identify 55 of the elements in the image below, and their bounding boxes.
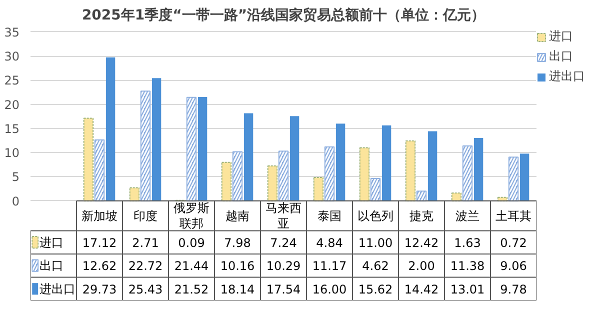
data-label: 17.12	[82, 236, 117, 250]
x-tick-label: 波兰	[456, 208, 480, 223]
data-label: 15.62	[358, 282, 393, 296]
data-label: 11.00	[358, 236, 393, 250]
y-tick-label: 35	[4, 25, 20, 40]
data-label: 21.44	[174, 259, 209, 274]
x-tick-label: 俄罗斯联邦	[174, 201, 210, 230]
text: 进出口	[40, 282, 76, 296]
data-label: 2.71	[132, 236, 159, 250]
y-tick-label: 30	[4, 50, 20, 64]
data-label: 14.42	[404, 282, 439, 296]
data-label: 2.00	[408, 259, 435, 274]
data-label: 10.29	[266, 259, 301, 274]
data-label: 11.17	[312, 259, 347, 274]
x-tick-label: 泰国	[318, 208, 342, 223]
data-label: 9.78	[500, 282, 527, 296]
data-label: 7.98	[224, 236, 251, 250]
data-label: 10.16	[220, 259, 255, 274]
y-tick-label: 15	[4, 122, 20, 136]
x-tick-label: 捷克	[410, 208, 434, 223]
text: 出口	[40, 258, 64, 273]
legend-label: 出口	[549, 48, 573, 65]
x-tick-label: 土耳其	[496, 208, 532, 223]
data-label: 25.43	[128, 282, 163, 296]
data-label: 0.09	[178, 236, 205, 250]
legend-label: 进出口	[549, 68, 585, 85]
x-tick-label: 马来西亚	[266, 201, 302, 230]
y-tick-label: 0	[12, 194, 20, 208]
data-label: 16.00	[312, 282, 347, 296]
legend-label: 进口	[40, 235, 64, 250]
chart-title: 2025年1季度“一带一路”沿线国家贸易总额前十（单位：亿元）	[82, 6, 486, 24]
data-label: 0.72	[500, 236, 527, 250]
data-label: 11.38	[450, 259, 485, 274]
y-tick-label: 20	[4, 98, 20, 112]
y-tick-label: 5	[12, 170, 20, 184]
data-label: 9.06	[500, 259, 527, 274]
data-label: 4.84	[316, 236, 343, 250]
x-tick-label: 越南	[226, 208, 250, 223]
data-label: 29.73	[82, 282, 117, 296]
y-tick-label: 10	[4, 146, 20, 160]
data-label: 18.14	[220, 282, 255, 296]
x-tick-label: 印度	[134, 208, 158, 223]
data-label: 7.24	[270, 236, 297, 250]
y-tick-label: 25	[4, 74, 20, 88]
data-label: 4.62	[362, 259, 389, 274]
data-label: 12.62	[82, 259, 117, 274]
x-tick-label: 新加坡	[82, 208, 118, 223]
data-label: 12.42	[404, 236, 439, 250]
data-label: 22.72	[128, 259, 163, 274]
x-tick-label: 以色列	[358, 208, 394, 223]
data-label: 1.63	[454, 236, 481, 250]
data-label: 13.01	[450, 282, 485, 296]
data-label: 21.52	[174, 282, 209, 296]
data-label: 17.54	[266, 282, 301, 296]
text: 进口	[549, 29, 573, 43]
